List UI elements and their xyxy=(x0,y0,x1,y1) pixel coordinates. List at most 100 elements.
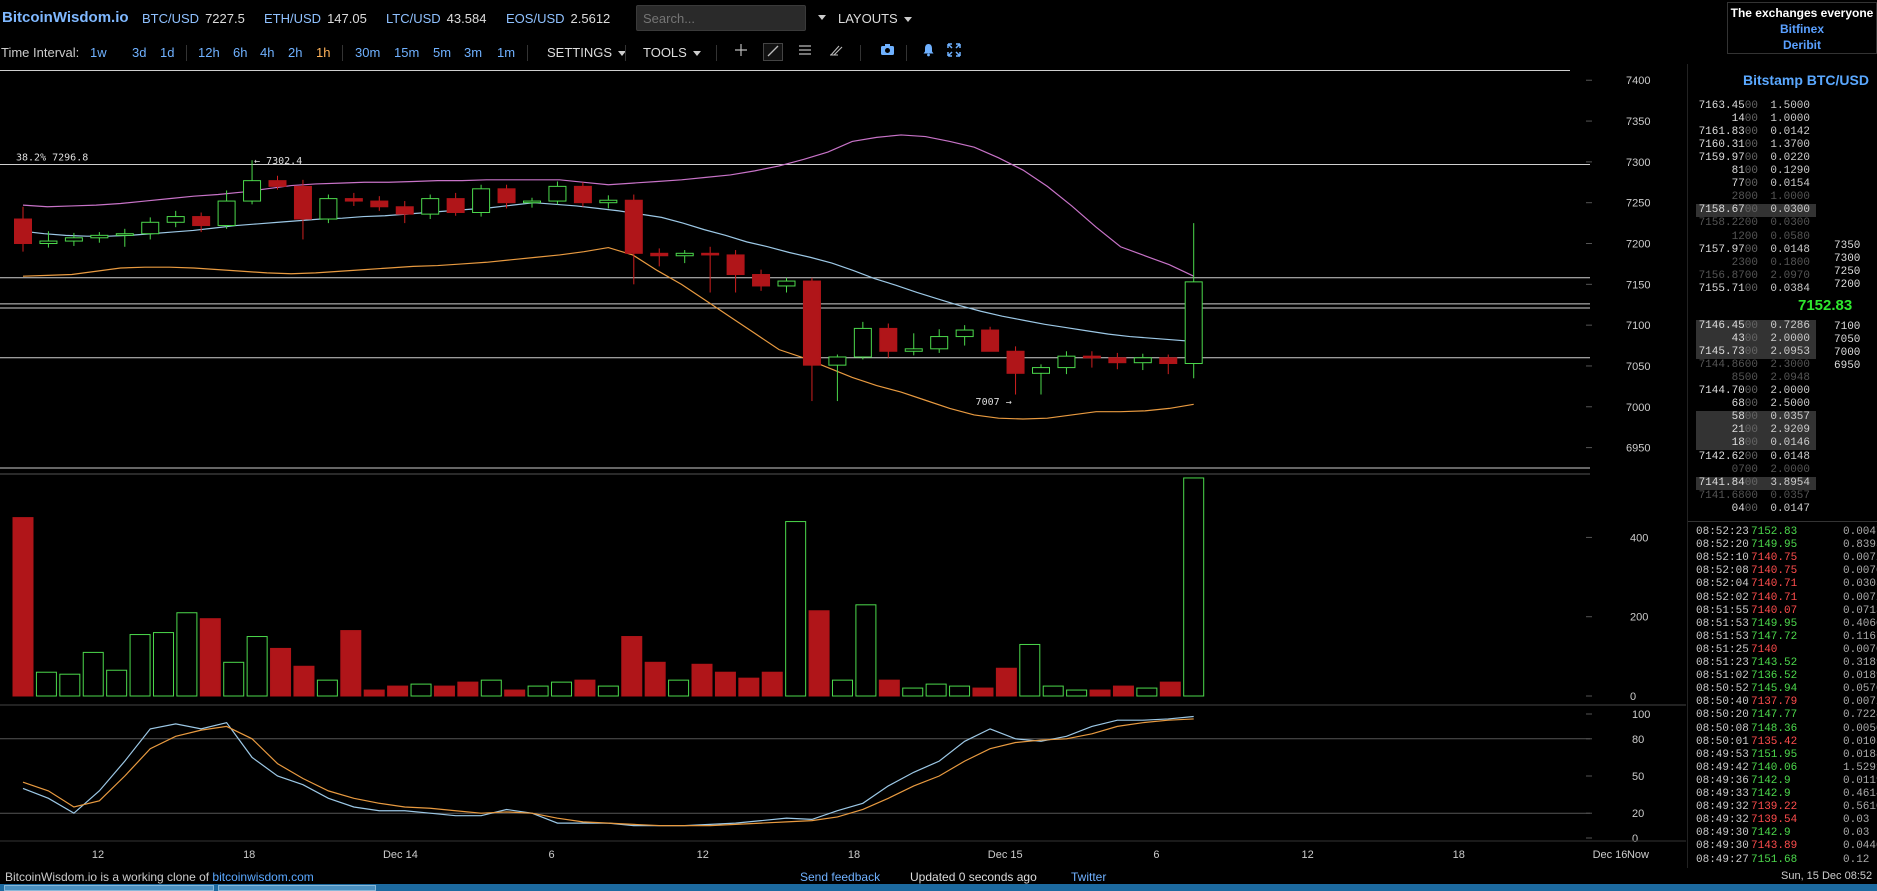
ask-row[interactable]: 7160.3100 1.3700 xyxy=(1696,139,1816,152)
send-feedback-link[interactable]: Send feedback xyxy=(800,870,881,884)
ticker-eos[interactable]: EOS/USD 2.5612 xyxy=(506,11,611,26)
candle-body xyxy=(650,252,669,257)
volume-bar xyxy=(902,687,924,697)
volume-bar xyxy=(387,685,409,697)
interval-1w[interactable]: 1w xyxy=(90,45,107,60)
stoch-tick-label: 0 xyxy=(1632,833,1638,845)
interval-15m[interactable]: 15m xyxy=(394,45,420,60)
interval-30m[interactable]: 30m xyxy=(355,45,381,60)
orderbook-price: 7146.4500 xyxy=(1698,320,1758,332)
price-suffix: 00 xyxy=(1744,243,1758,256)
ask-row[interactable]: 7700 0.0154 xyxy=(1696,178,1816,191)
ask-row[interactable]: 7156.8700 2.0970 xyxy=(1696,270,1816,283)
ask-row[interactable]: 1200 0.0580 xyxy=(1696,231,1816,244)
toolbar-divider xyxy=(527,45,528,61)
ask-row[interactable]: 7155.7100 0.0384 xyxy=(1696,283,1816,296)
bid-row[interactable]: 7146.4500 0.7286 xyxy=(1696,320,1816,333)
trendline-icon[interactable] xyxy=(763,43,783,61)
horizontal-lines-icon[interactable] xyxy=(795,43,815,61)
ask-row[interactable]: 7157.9700 0.0148 xyxy=(1696,244,1816,257)
interval-3d[interactable]: 3d xyxy=(132,45,147,60)
interval-1h[interactable]: 1h xyxy=(316,45,331,60)
bid-row[interactable]: 2100 2.9209 xyxy=(1696,424,1816,438)
bid-row[interactable]: 1800 0.0146 xyxy=(1696,437,1816,451)
bid-row[interactable]: 5800 0.0357 xyxy=(1696,411,1816,425)
bid-row[interactable]: 7141.8400 3.8954 xyxy=(1696,476,1816,490)
ask-row[interactable]: 1400 1.0000 xyxy=(1696,113,1816,126)
camera-icon[interactable] xyxy=(877,43,897,61)
trade-time: 08:51:25 xyxy=(1696,643,1749,656)
ask-row[interactable]: 7163.4500 1.5000 xyxy=(1696,100,1816,113)
ask-row[interactable]: 7158.2200 0.0300 xyxy=(1696,217,1816,230)
interval-12h[interactable]: 12h xyxy=(198,45,220,60)
trade-amount: 0.7228 xyxy=(1843,709,1877,722)
candle-body xyxy=(879,327,898,352)
volume-bar xyxy=(738,677,760,697)
orderbook-price: 7141.6800 xyxy=(1698,489,1758,502)
site-logo[interactable]: BitcoinWisdom.io xyxy=(2,9,129,26)
trade-time: 08:49:42 xyxy=(1696,761,1749,774)
trade-time: 08:52:10 xyxy=(1696,552,1749,565)
crosshair-icon[interactable] xyxy=(731,43,751,61)
bid-row[interactable]: 8500 2.0948 xyxy=(1696,372,1816,385)
bid-row[interactable]: 0400 0.0147 xyxy=(1696,503,1816,516)
orderbook-amount: 2.0000 xyxy=(1770,463,1810,476)
orderbook-amount: 0.0300 xyxy=(1770,217,1810,230)
bid-row[interactable]: 4300 2.0000 xyxy=(1696,333,1816,347)
ask-row[interactable]: 7158.6700 0.0300 xyxy=(1696,204,1816,218)
ask-row[interactable]: 2300 0.1800 xyxy=(1696,257,1816,270)
search-dropdown-toggle[interactable] xyxy=(812,9,826,24)
price-suffix: 00 xyxy=(1744,165,1758,178)
interval-6h[interactable]: 6h xyxy=(233,45,248,60)
volume-bar xyxy=(35,671,57,697)
bid-row[interactable]: 7142.6200 0.0148 xyxy=(1696,451,1816,464)
bid-row[interactable]: 7144.8600 2.3000 xyxy=(1696,359,1816,372)
promo-link-deribit[interactable]: Deribit xyxy=(1782,38,1821,52)
interval-3m[interactable]: 3m xyxy=(464,45,483,60)
x-tick-label: 12 xyxy=(1301,849,1313,861)
price-chart[interactable]: 7400 7350 7300 7250 7200 7150 7100 7050 7000 6950… xyxy=(0,64,1686,870)
layouts-menu[interactable]: LAYOUTS xyxy=(838,11,912,26)
promo-link-bitfinex[interactable]: Bitfinex xyxy=(1779,22,1824,36)
promo-heading: The exchanges everyone xyxy=(1730,6,1874,20)
orderbook-amount: 2.0953 xyxy=(1770,346,1810,359)
interval-4h[interactable]: 4h xyxy=(260,45,275,60)
ticker-btc[interactable]: BTC/USD 7227.5 xyxy=(142,11,245,26)
candle-body xyxy=(370,200,389,208)
candle-body xyxy=(777,280,796,287)
interval-5m[interactable]: 5m xyxy=(433,45,452,60)
taskbar-button[interactable] xyxy=(218,885,376,891)
interval-1d[interactable]: 1d xyxy=(160,45,175,60)
alert-bell-icon[interactable] xyxy=(918,43,938,61)
orderbook-title[interactable]: Bitstamp BTC/USD xyxy=(1742,72,1869,88)
bid-row[interactable]: 7144.7000 2.0000 xyxy=(1696,385,1816,398)
trade-price: 7140.71 xyxy=(1751,578,1798,591)
ask-row[interactable]: 2800 1.0000 xyxy=(1696,191,1816,204)
bid-row[interactable]: 7141.6800 0.0357 xyxy=(1696,490,1816,503)
ask-row[interactable]: 8100 0.1290 xyxy=(1696,165,1816,178)
ask-row[interactable]: 7161.8300 0.0142 xyxy=(1696,126,1816,139)
ask-row[interactable]: 7159.9700 0.0220 xyxy=(1696,152,1816,165)
tools-menu[interactable]: TOOLS xyxy=(643,45,701,60)
clone-link[interactable]: bitcoinwisdom.com xyxy=(212,870,314,884)
trade-time: 08:52:04 xyxy=(1696,578,1749,591)
chevron-down-icon xyxy=(818,15,826,21)
bid-row[interactable]: 6800 2.5000 xyxy=(1696,398,1816,411)
search-input[interactable] xyxy=(636,5,806,31)
interval-1m[interactable]: 1m xyxy=(497,45,516,60)
ticker-ltc[interactable]: LTC/USD 43.584 xyxy=(386,11,487,26)
bid-row[interactable]: 0700 2.0000 xyxy=(1696,464,1816,477)
ticker-eth[interactable]: ETH/USD 147.05 xyxy=(264,11,367,26)
twitter-link[interactable]: Twitter xyxy=(1071,870,1107,884)
pen-icon[interactable] xyxy=(827,43,847,61)
settings-menu[interactable]: SETTINGS xyxy=(547,45,627,60)
interval-2h[interactable]: 2h xyxy=(288,45,303,60)
trade-amount: 0.12 xyxy=(1843,853,1870,866)
bid-row[interactable]: 7145.7300 2.0953 xyxy=(1696,346,1816,360)
taskbar-button[interactable] xyxy=(4,885,214,891)
fullscreen-icon[interactable] xyxy=(944,43,964,61)
